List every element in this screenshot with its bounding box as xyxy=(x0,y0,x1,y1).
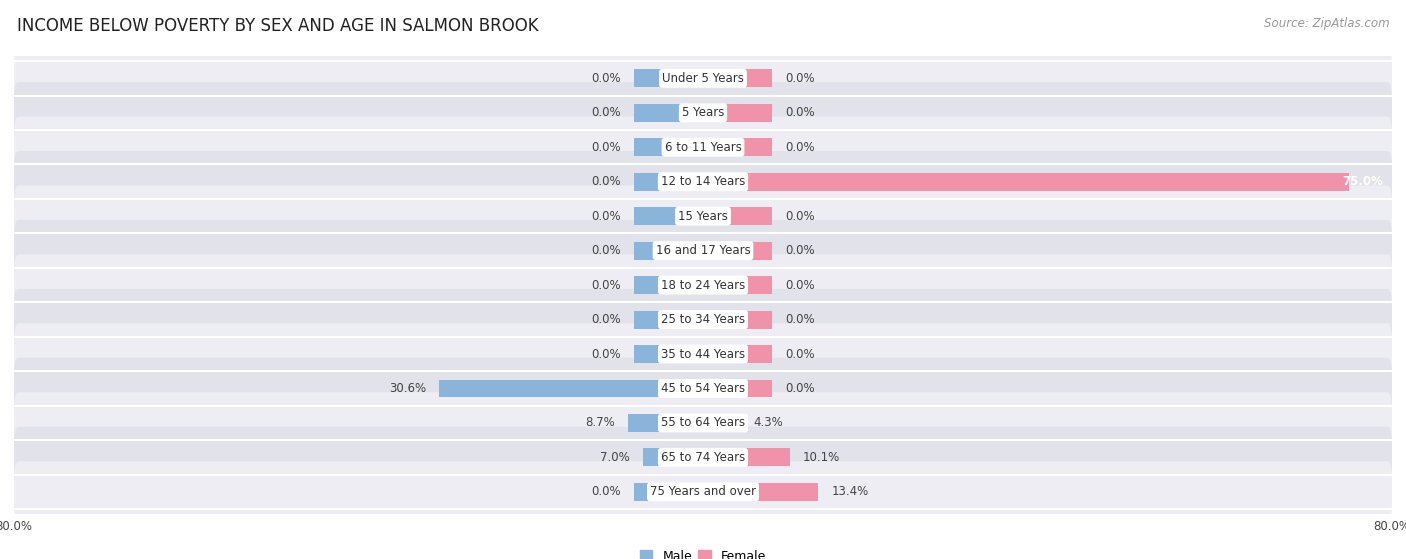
Bar xyxy=(703,380,772,397)
FancyBboxPatch shape xyxy=(14,427,1392,488)
Text: 0.0%: 0.0% xyxy=(592,106,621,119)
Text: 0.0%: 0.0% xyxy=(785,72,814,85)
Bar xyxy=(703,173,1348,191)
Bar xyxy=(703,241,772,259)
Bar xyxy=(634,483,703,501)
Text: 0.0%: 0.0% xyxy=(785,313,814,326)
Text: 75 Years and over: 75 Years and over xyxy=(650,485,756,499)
Text: 0.0%: 0.0% xyxy=(592,313,621,326)
Text: 7.0%: 7.0% xyxy=(600,451,630,464)
Bar xyxy=(440,380,703,397)
Text: 35 to 44 Years: 35 to 44 Years xyxy=(661,348,745,361)
Text: 30.6%: 30.6% xyxy=(389,382,426,395)
Text: 75.0%: 75.0% xyxy=(1343,175,1384,188)
Bar xyxy=(634,207,703,225)
Bar xyxy=(628,414,703,432)
Text: Source: ZipAtlas.com: Source: ZipAtlas.com xyxy=(1264,17,1389,30)
Text: 55 to 64 Years: 55 to 64 Years xyxy=(661,416,745,429)
Text: 0.0%: 0.0% xyxy=(592,278,621,292)
Bar xyxy=(634,173,703,191)
Text: 10.1%: 10.1% xyxy=(803,451,841,464)
FancyBboxPatch shape xyxy=(14,151,1392,212)
Legend: Male, Female: Male, Female xyxy=(636,544,770,559)
Text: INCOME BELOW POVERTY BY SEX AND AGE IN SALMON BROOK: INCOME BELOW POVERTY BY SEX AND AGE IN S… xyxy=(17,17,538,35)
Text: 0.0%: 0.0% xyxy=(785,210,814,222)
Text: 13.4%: 13.4% xyxy=(831,485,869,499)
Text: 0.0%: 0.0% xyxy=(785,278,814,292)
Bar xyxy=(703,138,772,156)
Text: 16 and 17 Years: 16 and 17 Years xyxy=(655,244,751,257)
Text: 0.0%: 0.0% xyxy=(592,141,621,154)
FancyBboxPatch shape xyxy=(14,323,1392,385)
Text: 0.0%: 0.0% xyxy=(785,106,814,119)
Bar xyxy=(703,104,772,122)
Text: 6 to 11 Years: 6 to 11 Years xyxy=(665,141,741,154)
Bar xyxy=(634,241,703,259)
Text: 0.0%: 0.0% xyxy=(592,348,621,361)
Text: 4.3%: 4.3% xyxy=(754,416,783,429)
Bar xyxy=(703,207,772,225)
Text: 0.0%: 0.0% xyxy=(592,72,621,85)
Bar xyxy=(634,138,703,156)
Bar xyxy=(703,345,772,363)
FancyBboxPatch shape xyxy=(14,461,1392,523)
Text: 0.0%: 0.0% xyxy=(592,485,621,499)
Bar xyxy=(703,69,772,87)
Text: Under 5 Years: Under 5 Years xyxy=(662,72,744,85)
Text: 15 Years: 15 Years xyxy=(678,210,728,222)
FancyBboxPatch shape xyxy=(14,48,1392,109)
Bar xyxy=(634,69,703,87)
Bar xyxy=(703,276,772,294)
FancyBboxPatch shape xyxy=(14,82,1392,144)
Text: 8.7%: 8.7% xyxy=(585,416,616,429)
Bar xyxy=(634,276,703,294)
FancyBboxPatch shape xyxy=(14,254,1392,316)
Bar xyxy=(643,448,703,466)
Text: 0.0%: 0.0% xyxy=(785,141,814,154)
FancyBboxPatch shape xyxy=(14,289,1392,350)
Bar xyxy=(703,311,772,329)
Text: 12 to 14 Years: 12 to 14 Years xyxy=(661,175,745,188)
FancyBboxPatch shape xyxy=(14,392,1392,453)
FancyBboxPatch shape xyxy=(14,186,1392,247)
Text: 0.0%: 0.0% xyxy=(592,175,621,188)
Bar xyxy=(634,345,703,363)
Bar xyxy=(634,104,703,122)
FancyBboxPatch shape xyxy=(14,358,1392,419)
FancyBboxPatch shape xyxy=(14,117,1392,178)
Text: 0.0%: 0.0% xyxy=(592,210,621,222)
Bar xyxy=(703,414,740,432)
Text: 18 to 24 Years: 18 to 24 Years xyxy=(661,278,745,292)
Text: 0.0%: 0.0% xyxy=(785,348,814,361)
Text: 25 to 34 Years: 25 to 34 Years xyxy=(661,313,745,326)
Bar xyxy=(634,311,703,329)
FancyBboxPatch shape xyxy=(14,220,1392,281)
Text: 45 to 54 Years: 45 to 54 Years xyxy=(661,382,745,395)
Text: 65 to 74 Years: 65 to 74 Years xyxy=(661,451,745,464)
Bar xyxy=(703,448,790,466)
Bar xyxy=(703,483,818,501)
Text: 0.0%: 0.0% xyxy=(785,382,814,395)
Text: 0.0%: 0.0% xyxy=(785,244,814,257)
Text: 0.0%: 0.0% xyxy=(592,244,621,257)
Text: 5 Years: 5 Years xyxy=(682,106,724,119)
